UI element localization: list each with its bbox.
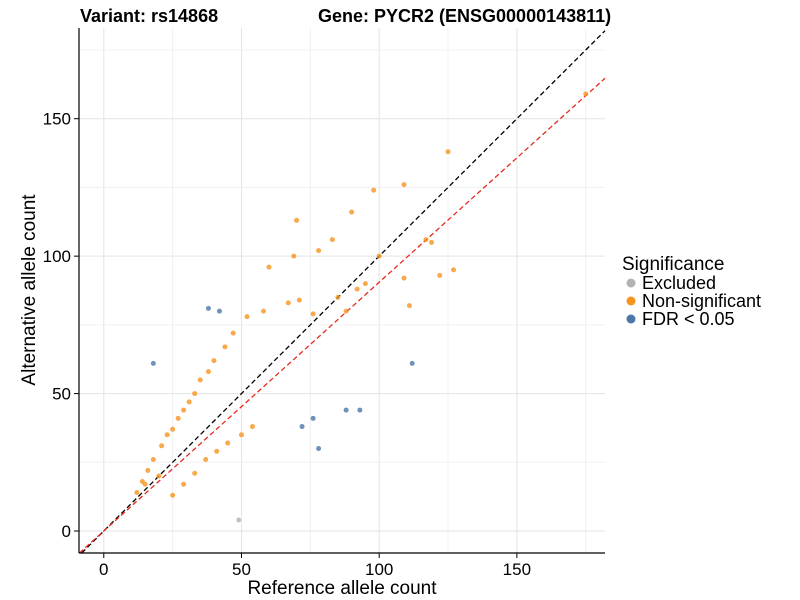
point-non-significant — [186, 399, 192, 405]
point-non-significant — [145, 468, 151, 474]
point-non-significant — [354, 286, 360, 292]
point-non-significant — [134, 490, 140, 496]
point-non-significant — [150, 457, 156, 463]
point-non-significant — [244, 314, 250, 320]
point-non-significant — [238, 432, 244, 438]
y-tick-labels: 0 50 100 150 — [43, 110, 71, 541]
legend-key-0 — [626, 278, 636, 288]
x-tick-labels: 0 50 100 150 — [99, 560, 531, 579]
point-non-significant — [203, 457, 209, 463]
point-non-significant — [437, 272, 443, 278]
point-non-significant — [445, 149, 451, 155]
legend: Significance ExcludedNon-significantFDR … — [622, 254, 761, 329]
point-non-significant — [205, 369, 211, 375]
point-non-significant — [316, 248, 322, 254]
point-non-significant — [329, 237, 335, 243]
y-tick-label: 50 — [52, 385, 71, 404]
point-non-significant — [362, 281, 368, 287]
point-non-significant — [335, 294, 341, 300]
point-non-significant — [142, 481, 148, 487]
y-tick-label: 100 — [43, 247, 71, 266]
point-non-significant — [291, 253, 297, 259]
point-non-significant — [181, 481, 187, 487]
legend-key-2 — [626, 314, 636, 324]
legend-label-0: Excluded — [642, 273, 716, 293]
point-fdr-0-05 — [150, 360, 156, 366]
point-non-significant — [159, 443, 165, 449]
point-non-significant — [310, 311, 316, 317]
reference-lines — [79, 30, 606, 554]
x-tick-label: 100 — [365, 560, 393, 579]
point-non-significant — [222, 344, 228, 350]
y-tick-label: 150 — [43, 110, 71, 129]
point-non-significant — [175, 415, 181, 421]
point-non-significant — [156, 473, 162, 479]
point-non-significant — [197, 377, 203, 383]
point-fdr-0-05 — [299, 424, 305, 430]
x-tick-label: 0 — [99, 560, 108, 579]
point-non-significant — [249, 424, 255, 430]
point-non-significant — [211, 358, 217, 364]
fitted-ratio-line — [79, 77, 606, 554]
point-non-significant — [170, 426, 176, 432]
point-non-significant — [192, 470, 198, 476]
point-non-significant — [181, 407, 187, 413]
point-non-significant — [225, 440, 231, 446]
point-non-significant — [296, 297, 302, 303]
point-non-significant — [192, 391, 198, 397]
grid-lines — [79, 28, 605, 553]
legend-key-1 — [626, 296, 636, 306]
data-points — [134, 91, 589, 523]
point-fdr-0-05 — [409, 360, 415, 366]
identity-line — [81, 30, 606, 554]
point-non-significant — [214, 448, 220, 454]
point-non-significant — [266, 264, 272, 270]
point-non-significant — [170, 492, 176, 498]
legend-title: Significance — [622, 254, 724, 275]
point-non-significant — [423, 237, 429, 243]
point-non-significant — [294, 217, 300, 223]
point-non-significant — [376, 253, 382, 259]
point-non-significant — [401, 275, 407, 281]
point-fdr-0-05 — [343, 407, 349, 413]
legend-label-1: Non-significant — [642, 291, 761, 311]
x-tick-label: 150 — [503, 560, 531, 579]
y-tick-label: 0 — [62, 522, 71, 541]
point-excluded — [236, 517, 242, 523]
point-fdr-0-05 — [316, 446, 322, 452]
point-non-significant — [401, 182, 407, 188]
point-non-significant — [583, 91, 589, 97]
point-non-significant — [261, 308, 267, 314]
point-non-significant — [343, 308, 349, 314]
x-axis-title: Reference allele count — [247, 578, 437, 599]
point-non-significant — [371, 187, 377, 193]
y-axis-title: Alternative allele count — [19, 194, 40, 386]
point-fdr-0-05 — [205, 305, 211, 311]
point-fdr-0-05 — [216, 308, 222, 314]
point-fdr-0-05 — [310, 415, 316, 421]
axes — [74, 28, 605, 558]
title-variant: Variant: rs14868 — [80, 6, 218, 26]
x-tick-label: 50 — [232, 560, 251, 579]
point-fdr-0-05 — [357, 407, 363, 413]
point-non-significant — [406, 303, 412, 309]
point-non-significant — [285, 300, 291, 306]
title-gene: Gene: PYCR2 (ENSG00000143811) — [318, 6, 611, 26]
point-non-significant — [230, 330, 236, 336]
point-non-significant — [451, 267, 457, 273]
point-non-significant — [429, 239, 435, 245]
legend-label-2: FDR < 0.05 — [642, 309, 735, 329]
point-non-significant — [164, 432, 170, 438]
point-non-significant — [349, 209, 355, 215]
